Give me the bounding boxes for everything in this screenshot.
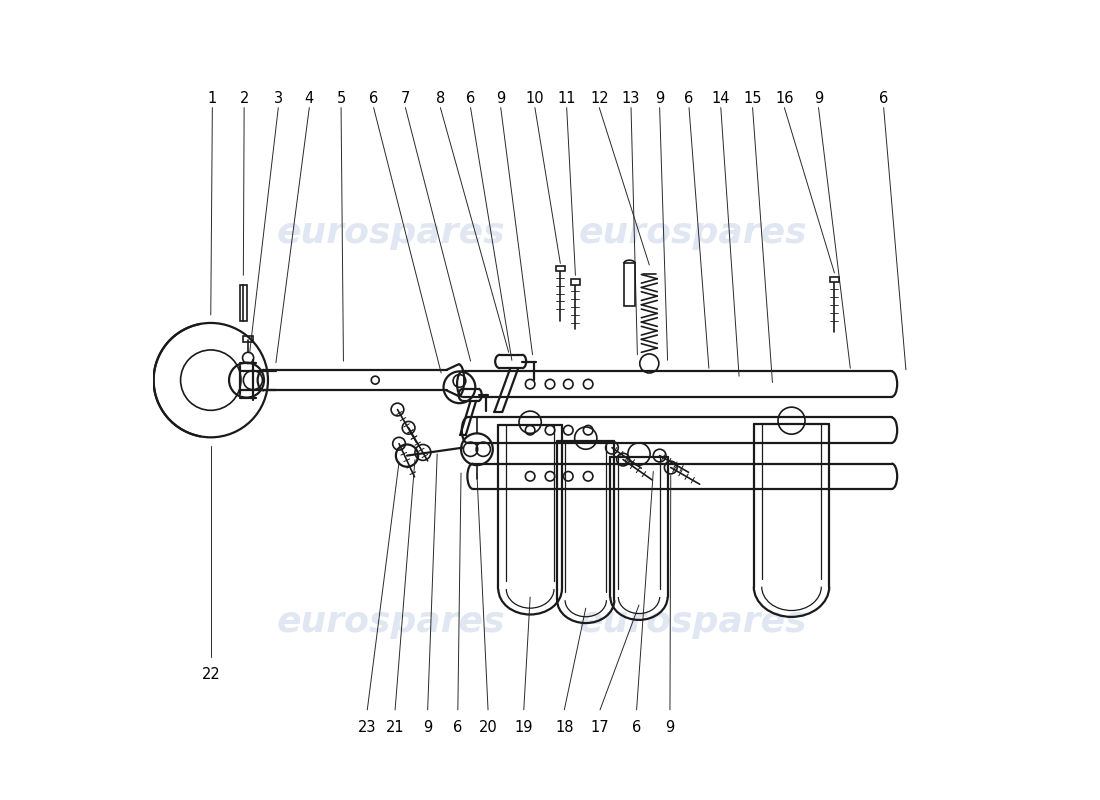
Text: 2: 2 (240, 90, 249, 106)
Text: 3: 3 (274, 90, 283, 106)
Text: eurospares: eurospares (277, 606, 505, 639)
Text: 23: 23 (358, 720, 376, 735)
Text: 6: 6 (879, 90, 889, 106)
Bar (829, 277, 839, 282)
Text: eurospares: eurospares (277, 216, 505, 250)
Text: 18: 18 (556, 720, 573, 735)
Text: eurospares: eurospares (579, 216, 807, 250)
Text: 6: 6 (466, 90, 475, 106)
Text: 16: 16 (776, 90, 793, 106)
Text: 22: 22 (201, 666, 220, 682)
Text: 9: 9 (666, 720, 674, 735)
Text: 19: 19 (515, 720, 534, 735)
Text: 20: 20 (478, 720, 497, 735)
Text: 7: 7 (400, 90, 410, 106)
Text: 21: 21 (386, 720, 405, 735)
Text: 6: 6 (368, 90, 378, 106)
Text: 9: 9 (654, 90, 664, 106)
Bar (243, 336, 253, 342)
Text: 6: 6 (453, 720, 462, 735)
Text: eurospares: eurospares (579, 606, 807, 639)
Text: 6: 6 (632, 720, 641, 735)
Text: 14: 14 (712, 90, 730, 106)
Text: 8: 8 (436, 90, 446, 106)
Bar (571, 279, 580, 285)
Text: 17: 17 (591, 720, 609, 735)
Text: 9: 9 (496, 90, 505, 106)
Text: 9: 9 (424, 720, 432, 735)
Bar (624, 263, 635, 306)
Bar (240, 285, 246, 321)
Text: 5: 5 (337, 90, 345, 106)
Text: 10: 10 (526, 90, 544, 106)
Text: 1: 1 (208, 90, 217, 106)
Text: 11: 11 (558, 90, 576, 106)
Text: 6: 6 (684, 90, 694, 106)
Text: 12: 12 (590, 90, 608, 106)
Text: 9: 9 (814, 90, 823, 106)
Text: 4: 4 (305, 90, 314, 106)
Text: 15: 15 (744, 90, 762, 106)
Bar (556, 266, 565, 271)
Text: 13: 13 (621, 90, 640, 106)
